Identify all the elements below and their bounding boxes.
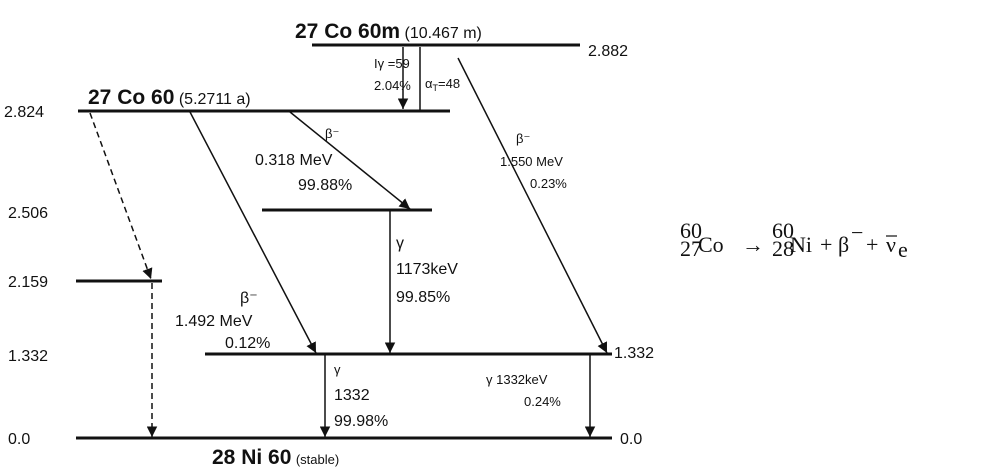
level-label: 2.159 [8, 274, 48, 291]
neutrino: ν [886, 232, 896, 257]
equation: 60 27 Co → 60 28 Ni + β − + ν e [680, 218, 908, 262]
level-label: 2.506 [8, 205, 48, 222]
level-label: 0.0 [8, 431, 30, 448]
plus: + [866, 232, 878, 257]
level-label: 2.882 [588, 43, 628, 60]
text: (5.2711 a) [179, 91, 251, 108]
parent-title: 27 Co 60m (10.467 m) [295, 20, 482, 43]
label: 0.23% [530, 176, 567, 191]
level-label: 2.824 [4, 104, 44, 121]
label: 0.24% [524, 394, 561, 409]
parent-title: 27 Co 60 (5.2711 a) [88, 86, 251, 109]
label: 99.85% [396, 289, 450, 306]
atomic-number: 28 [772, 236, 794, 261]
beta: β [838, 232, 849, 257]
arrow [289, 111, 411, 210]
arrow: → [742, 232, 764, 257]
subscript: e [898, 237, 908, 262]
arrow [189, 111, 317, 354]
label: 1.492 MeV [175, 313, 253, 330]
label: γ [334, 362, 341, 377]
label: 1.550 MeV [500, 154, 563, 169]
plus: + [820, 232, 832, 257]
level-label: 0.0 [620, 431, 642, 448]
level-label: 1.332 [614, 345, 654, 362]
dashed-arrow [89, 112, 153, 280]
text: (10.467 m) [405, 25, 482, 42]
symbol: Co [698, 232, 724, 257]
label: β⁻ [516, 131, 530, 146]
label: γ 1332keV [486, 372, 548, 387]
label: β⁻ [240, 290, 258, 307]
charge: − [851, 220, 863, 245]
text: =48 [438, 76, 460, 91]
label: 1332 [334, 387, 370, 404]
atomic-number: 27 [680, 236, 702, 261]
text: 28 Ni 60 [212, 446, 291, 469]
label: γ [396, 235, 404, 252]
daughter-title: 28 Ni 60 (stable) [212, 446, 339, 469]
label: 99.98% [334, 413, 388, 430]
mass-number: 60 [680, 218, 702, 243]
symbol: Ni [790, 232, 812, 257]
label: Iγ =59 [374, 56, 410, 71]
label: 0.318 MeV [255, 152, 333, 169]
text: α [425, 76, 433, 91]
text: 27 Co 60 [88, 86, 174, 109]
text: (stable) [296, 452, 339, 467]
label: 99.88% [298, 177, 352, 194]
level-label: 1.332 [8, 348, 48, 365]
text: 27 Co 60m [295, 20, 400, 43]
text: T [433, 83, 439, 93]
label: αT=48 [425, 76, 460, 93]
label: 0.12% [225, 335, 270, 352]
label: β⁻ [325, 126, 339, 141]
arrow [457, 57, 608, 354]
label: 1173keV [396, 261, 458, 278]
mass-number: 60 [772, 218, 794, 243]
label: 2.04% [374, 78, 411, 93]
